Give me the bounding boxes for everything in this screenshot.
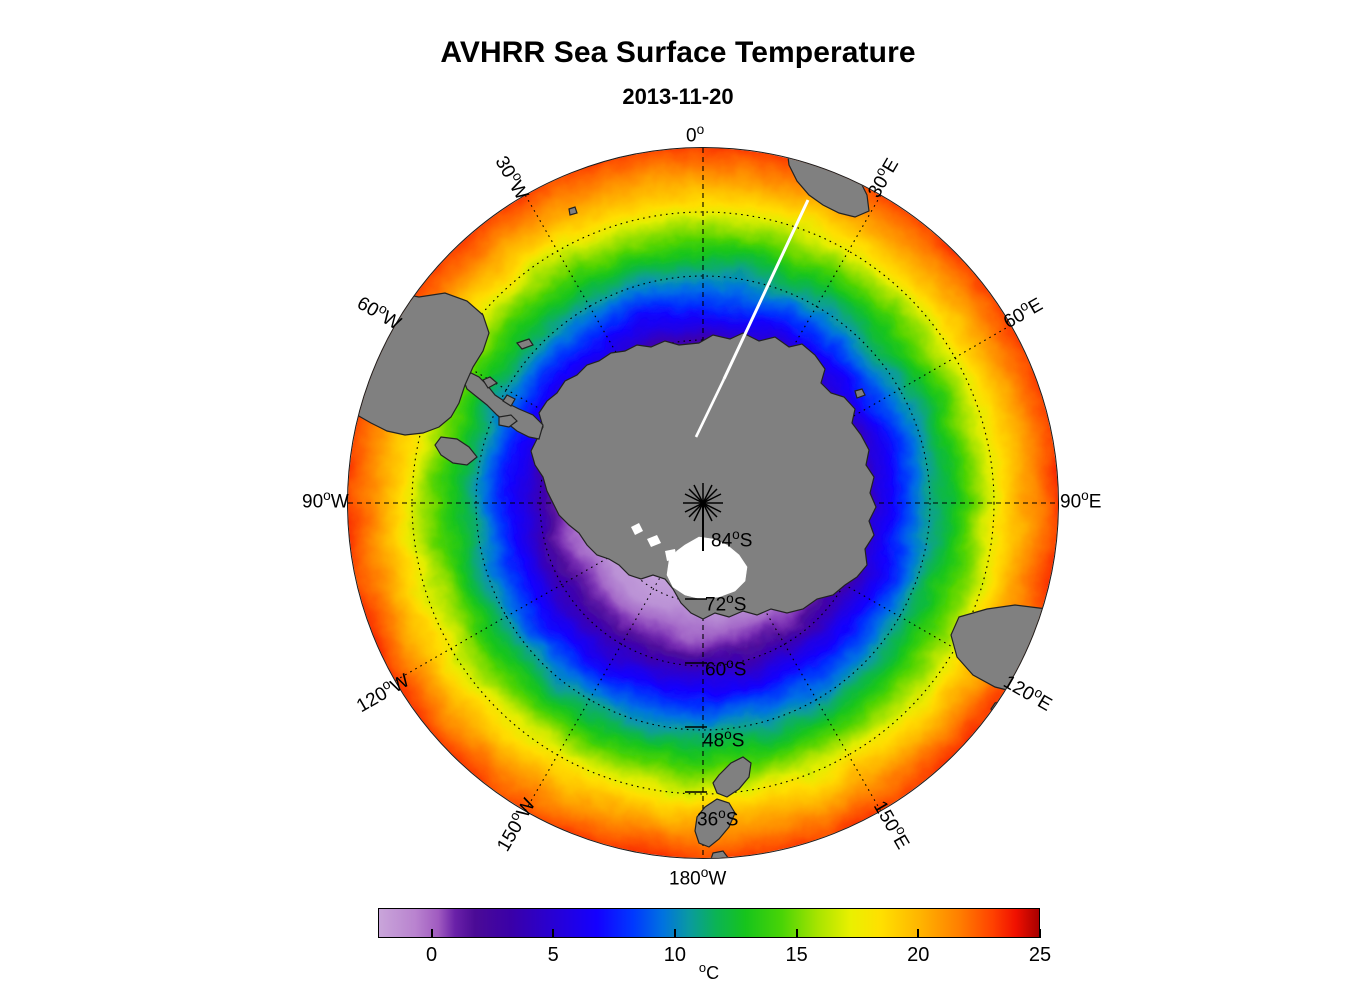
lon-label-90e: 90oE [1060,488,1102,513]
lat-label-36s: 36oS [697,806,739,831]
land-falkland-islands [498,414,518,428]
data-gap-line-lower [694,378,726,438]
page-subtitle: 2013-11-20 [622,84,734,109]
map-disc [347,147,1059,859]
colorbar-tick-label: 25 [1028,944,1052,966]
land-kerguelen [854,388,866,399]
land-new-zealand-south [694,798,736,848]
colorbar-gradient [378,908,1040,938]
lat-label-60s: 60oS [705,656,747,681]
ice-shelf [631,523,748,600]
lon-label-90w: 90oW [302,488,349,513]
sst-field-svg [348,148,1058,858]
lon-label-180w: 180oW [669,865,727,890]
land-antarctica [530,332,877,620]
colorbar-tick-label: 5 [547,944,559,966]
land-new-zealand-north [712,756,752,798]
page-title: AVHRR Sea Surface Temperature [440,36,916,69]
lon-label-0: 0o [686,122,705,147]
polar-map [347,147,1059,859]
lat-label-84s: 84oS [711,527,753,552]
colorbar-tick-label: 15 [785,944,808,966]
land-nz-stewart [710,850,730,858]
data-gap-line [722,199,810,380]
colorbar-unit-label: oC [698,960,720,983]
lat-label-48s: 48oS [703,727,745,752]
land-bouvet [568,206,578,216]
land-south-georgia [515,338,534,350]
colorbar: 0 5 10 15 20 25 [378,908,1051,966]
colorbar-tick-label: 0 [425,944,438,966]
colorbar-tick-label: 20 [907,944,930,966]
colorbar-tick-label: 10 [663,944,687,966]
land-tierra-del-fuego [434,436,478,466]
lat-label-72s: 72oS [705,591,747,616]
